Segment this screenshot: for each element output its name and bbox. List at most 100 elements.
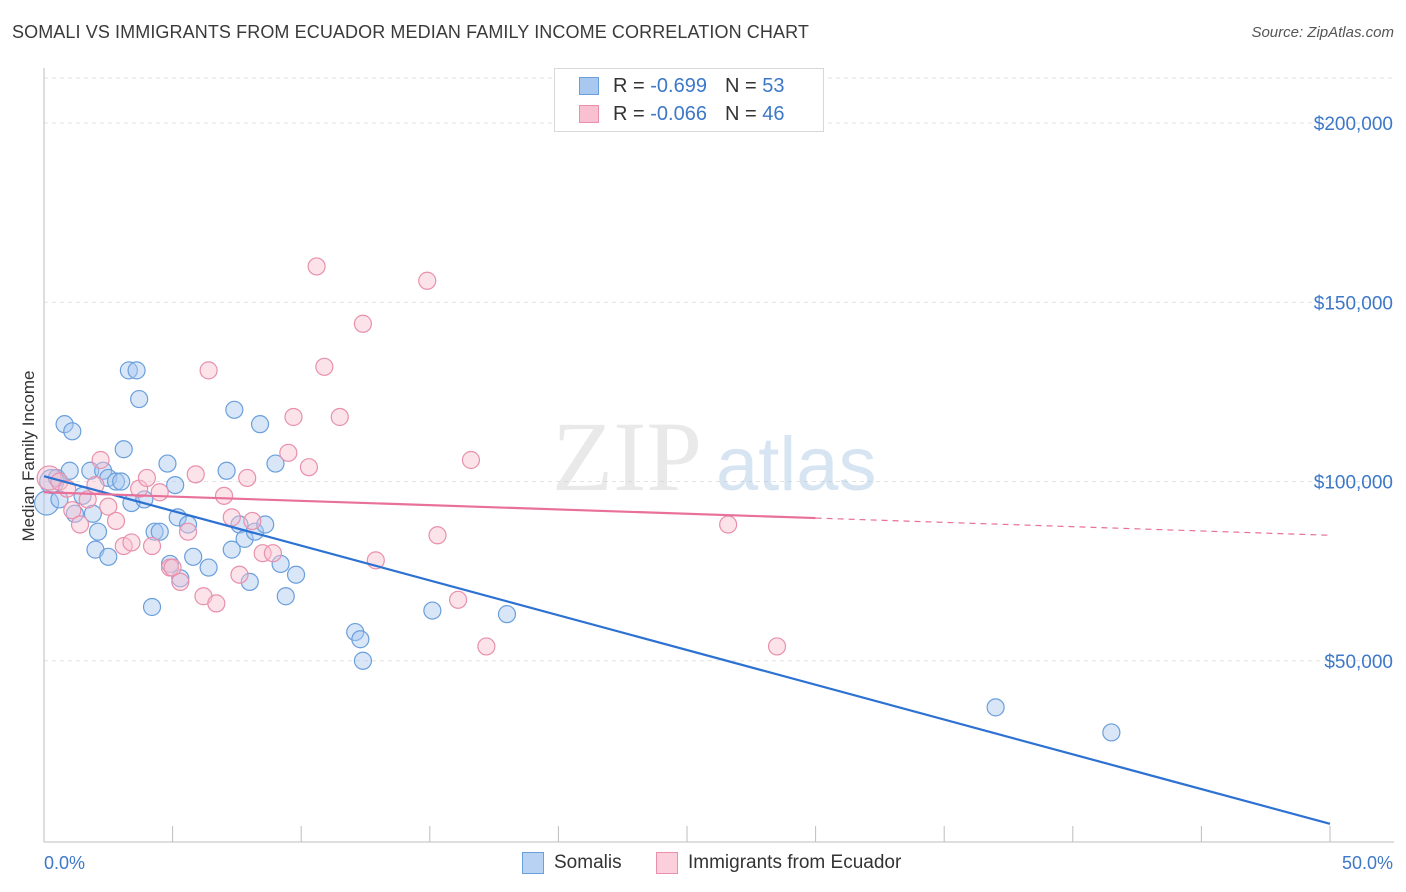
- point-somalis: [1102, 723, 1121, 742]
- point-somalis: [225, 400, 244, 419]
- axes: [43, 68, 1394, 843]
- point-ecuador: [428, 526, 447, 545]
- point-ecuador: [222, 508, 241, 527]
- point-somalis: [276, 587, 295, 606]
- data-points: [33, 257, 1121, 742]
- watermark-zip: ZIP: [552, 401, 702, 512]
- point-ecuador: [199, 361, 218, 380]
- point-ecuador: [78, 490, 97, 509]
- x-tick-label-min: 0.0%: [44, 853, 85, 873]
- trend-line-ecuador: [43, 491, 816, 520]
- point-ecuador: [279, 443, 298, 462]
- point-ecuador: [330, 407, 349, 427]
- point-ecuador: [315, 357, 334, 376]
- point-somalis: [199, 558, 218, 577]
- point-somalis: [142, 597, 162, 617]
- point-ecuador: [99, 497, 118, 516]
- point-ecuador: [91, 450, 110, 470]
- point-ecuador: [263, 544, 283, 563]
- legend-row-ecuador: R = -0.066 N = 46: [579, 101, 784, 127]
- point-somalis: [112, 472, 131, 491]
- point-somalis: [83, 504, 102, 523]
- legend-r-value-somalis: -0.699: [650, 74, 707, 97]
- point-ecuador: [299, 458, 319, 477]
- point-ecuador: [284, 407, 303, 427]
- series-name-ecuador: Immigrants from Ecuador: [688, 852, 902, 873]
- point-ecuador: [163, 558, 182, 577]
- legend-n-label: N =: [724, 102, 757, 125]
- point-ecuador: [137, 468, 156, 488]
- series-name-somalis: Somalis: [554, 852, 622, 873]
- y-tick-label: $200,000: [1314, 114, 1393, 135]
- point-somalis: [497, 605, 517, 624]
- x-tick-label-max: 50.0%: [1342, 853, 1393, 873]
- point-ecuador: [70, 515, 90, 534]
- point-ecuador: [178, 522, 198, 541]
- series-legend: Somalis Immigrants from Ecuador: [0, 852, 1406, 878]
- point-ecuador: [307, 257, 326, 276]
- legend-n-value-somalis: 53: [762, 74, 785, 97]
- point-ecuador: [214, 486, 234, 505]
- point-somalis: [106, 472, 126, 491]
- legend-r-value-ecuador: -0.066: [650, 102, 707, 125]
- point-somalis: [88, 522, 108, 541]
- correlation-legend: R = -0.699 N = 53 R = -0.066 N = 46: [554, 68, 824, 132]
- legend-row-somalis: R = -0.699 N = 53: [579, 73, 784, 99]
- point-somalis: [55, 415, 74, 434]
- point-somalis: [150, 522, 169, 541]
- point-ecuador: [63, 501, 82, 520]
- point-somalis: [99, 547, 118, 566]
- point-somalis: [130, 389, 149, 409]
- point-ecuador: [106, 511, 126, 531]
- point-ecuador: [230, 565, 249, 584]
- point-ecuador: [477, 637, 496, 656]
- legend-n-value-ecuador: 46: [762, 102, 785, 125]
- series-swatch-ecuador: [656, 852, 678, 874]
- point-somalis: [217, 461, 236, 480]
- point-ecuador: [122, 533, 141, 552]
- point-somalis: [158, 454, 177, 473]
- legend-r-label: R =: [613, 74, 645, 97]
- point-ecuador: [186, 465, 205, 484]
- series-legend-somalis[interactable]: Somalis: [522, 852, 622, 874]
- point-ecuador: [171, 572, 190, 591]
- legend-swatch-ecuador: [579, 105, 599, 123]
- point-ecuador: [448, 590, 468, 609]
- point-somalis: [266, 454, 285, 473]
- source-label: Source: ZipAtlas.com: [1251, 24, 1394, 41]
- watermark: ZIP atlas: [552, 401, 877, 512]
- y-tick-label: $150,000: [1314, 293, 1393, 314]
- tick-labels: $50,000 $100,000 $150,000 $200,000 0.0% 50.0%: [44, 114, 1393, 873]
- y-tick-label: $50,000: [1324, 652, 1393, 673]
- point-ecuador: [418, 271, 437, 290]
- legend-n-label: N =: [724, 74, 757, 97]
- point-somalis: [351, 630, 370, 649]
- point-somalis: [114, 440, 133, 459]
- point-ecuador: [719, 515, 738, 534]
- series-legend-ecuador[interactable]: Immigrants from Ecuador: [656, 852, 901, 874]
- point-somalis: [184, 547, 203, 566]
- point-somalis: [63, 422, 82, 441]
- point-ecuador: [150, 483, 169, 502]
- point-somalis: [222, 540, 241, 559]
- point-ecuador: [253, 544, 272, 563]
- series-swatch-somalis: [522, 852, 544, 874]
- trend-lines: [43, 475, 1331, 825]
- y-axis-label: Median Family Income: [19, 370, 38, 541]
- point-somalis: [145, 522, 164, 541]
- trend-line-somalis: [43, 475, 1331, 825]
- point-ecuador: [353, 314, 373, 333]
- trend-line-ecuador-dashed: [815, 517, 1331, 536]
- point-somalis: [353, 651, 373, 670]
- point-ecuador: [243, 511, 262, 531]
- point-ecuador: [767, 637, 787, 656]
- y-tick-label: $100,000: [1314, 473, 1393, 494]
- legend-r-label: R =: [613, 102, 645, 125]
- point-somalis: [119, 361, 138, 380]
- legend-swatch-somalis: [579, 77, 599, 95]
- point-somalis: [240, 572, 259, 591]
- point-somalis: [286, 565, 306, 584]
- point-somalis: [166, 475, 185, 495]
- point-somalis: [127, 361, 146, 380]
